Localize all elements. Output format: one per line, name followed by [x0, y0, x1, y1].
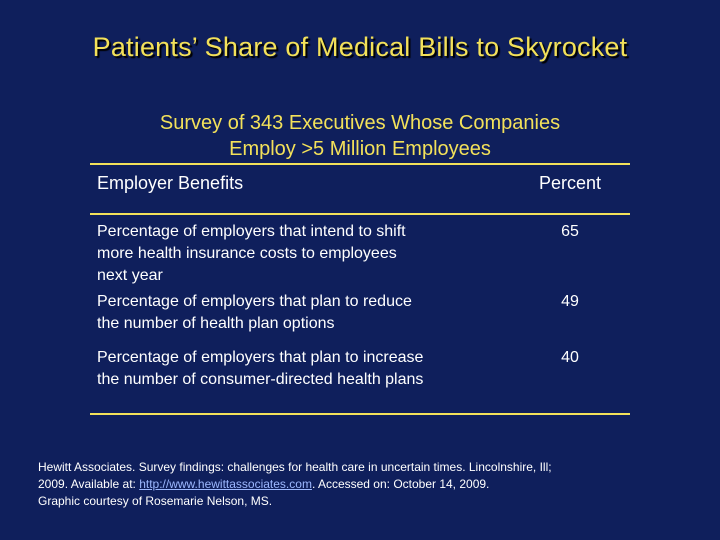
slide-title: Patients’ Share of Medical Bills to Skyr…: [92, 32, 628, 62]
table-header-rule: [90, 213, 630, 215]
citation-line-1: Hewitt Associates. Survey findings: chal…: [38, 460, 552, 474]
table-bottom-rule: [90, 413, 630, 415]
row-2-line-1: Percentage of employers that plan to red…: [97, 293, 412, 310]
citation: Hewitt Associates. Survey findings: chal…: [38, 459, 688, 510]
row-1-line-3: next year: [97, 267, 163, 284]
row-2-line-2: the number of health plan options: [97, 315, 335, 332]
column-header-percent: Percent: [538, 173, 602, 193]
column-header-benefits: Employer Benefits: [97, 173, 244, 193]
row-1-line-1: Percentage of employers that intend to s…: [97, 223, 406, 240]
row-3-line-1: Percentage of employers that plan to inc…: [97, 349, 424, 366]
citation-link[interactable]: http://www.hewittassociates.com: [139, 477, 312, 491]
table-row-label: Percentage of employers that plan to red…: [97, 291, 497, 335]
table-top-rule: [90, 163, 630, 165]
slide-subtitle: Survey of 343 Executives Whose Companies…: [60, 110, 660, 162]
table-row-label: Percentage of employers that plan to inc…: [97, 347, 497, 391]
citation-line-3: Graphic courtesy of Rosemarie Nelson, MS…: [38, 494, 273, 508]
table-row-value: 40: [561, 349, 579, 366]
citation-prefix: 2009. Available at:: [38, 477, 140, 491]
citation-line-2: 2009. Available at: http://www.hewittass…: [38, 476, 688, 493]
table-row-value: 49: [561, 293, 579, 310]
table-row-label: Percentage of employers that intend to s…: [97, 221, 497, 287]
subtitle-line-2: Employ >5 Million Employees: [229, 138, 491, 160]
row-3-line-2: the number of consumer-directed health p…: [97, 371, 424, 388]
subtitle-line-1: Survey of 343 Executives Whose Companies: [159, 112, 561, 134]
row-1-line-2: more health insurance costs to employees: [97, 245, 397, 262]
citation-suffix: . Accessed on: October 14, 2009.: [311, 477, 490, 491]
table-row-value: 65: [561, 223, 579, 240]
